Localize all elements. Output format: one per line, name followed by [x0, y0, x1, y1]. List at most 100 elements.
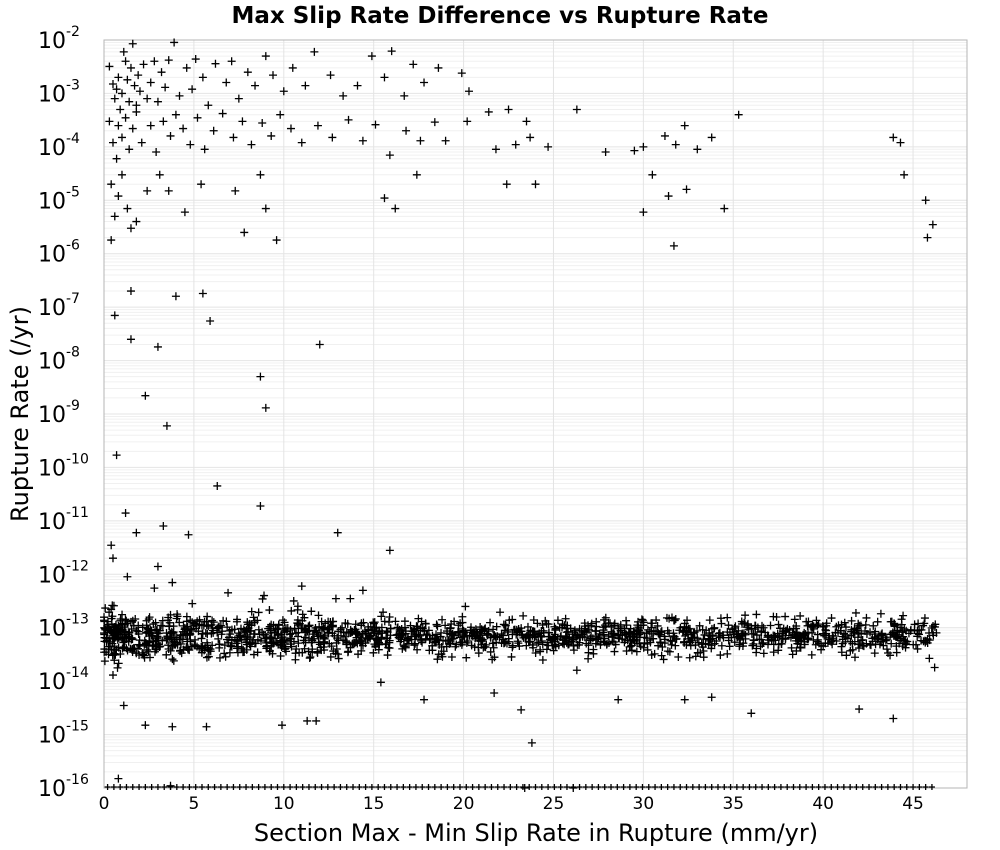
band-point	[238, 648, 247, 657]
band-point	[534, 638, 543, 647]
floor-point	[136, 784, 143, 790]
band-point	[752, 610, 761, 619]
data-point	[502, 180, 511, 189]
data-point	[153, 562, 162, 571]
band-point	[317, 625, 326, 634]
band-point	[162, 650, 171, 659]
band-point	[411, 639, 420, 648]
band-point	[796, 643, 805, 652]
band-point	[281, 644, 290, 653]
band-point	[417, 617, 426, 626]
data-point	[312, 716, 321, 725]
x-axis-label: Section Max - Min Slip Rate in Rupture (…	[254, 819, 818, 847]
band-point	[245, 640, 254, 649]
band-point	[691, 652, 700, 661]
y-tick-label: 10 -6	[38, 238, 80, 268]
band-point	[649, 627, 658, 636]
band-point	[496, 608, 505, 617]
band-point	[433, 622, 442, 631]
data-point	[234, 94, 243, 103]
floor-point	[532, 784, 539, 790]
band-point	[538, 656, 547, 665]
data-point	[114, 192, 123, 201]
band-point	[118, 610, 127, 619]
band-point	[498, 635, 507, 644]
data-point	[108, 554, 117, 563]
band-point	[536, 645, 545, 654]
band-point	[739, 639, 748, 648]
floor-point	[777, 784, 784, 790]
band-point	[477, 627, 486, 636]
band-point	[346, 628, 355, 637]
floor-point	[368, 784, 375, 790]
floor-point	[463, 784, 470, 790]
data-point	[297, 582, 306, 591]
floor-point	[419, 784, 426, 790]
data-point	[680, 121, 689, 130]
band-point	[407, 627, 416, 636]
band-point	[302, 628, 311, 637]
band-point	[359, 618, 368, 627]
band-point	[143, 646, 152, 655]
data-point	[121, 57, 130, 66]
band-point	[853, 624, 862, 633]
band-point	[341, 619, 350, 628]
data-point	[159, 117, 168, 126]
data-point	[569, 784, 578, 792]
data-point	[660, 131, 669, 140]
band-point	[116, 627, 125, 636]
band-point	[280, 636, 289, 645]
band-point	[386, 624, 395, 633]
floor-point	[545, 784, 552, 790]
x-tick-label: 20	[453, 794, 475, 814]
band-point	[731, 622, 740, 631]
floor-point	[803, 784, 810, 790]
data-point	[601, 148, 610, 157]
band-point	[225, 648, 234, 657]
data-point	[153, 342, 162, 351]
band-point	[239, 625, 248, 634]
floor-point	[922, 784, 929, 790]
floor-point	[696, 784, 703, 790]
band-point	[203, 612, 212, 621]
data-point	[164, 56, 173, 65]
y-tick-base: 10	[38, 724, 66, 749]
band-point	[724, 621, 733, 630]
band-point	[608, 637, 617, 646]
band-point	[531, 649, 540, 658]
band-point	[886, 617, 895, 626]
data-point	[197, 180, 206, 189]
band-point	[790, 615, 799, 624]
band-point	[667, 640, 676, 649]
band-point	[662, 613, 671, 622]
floor-point	[180, 784, 187, 790]
band-point	[208, 616, 217, 625]
band-point	[458, 624, 467, 633]
data-point	[143, 186, 152, 195]
band-point	[519, 611, 528, 620]
band-point	[265, 622, 274, 631]
grid-lines	[103, 39, 967, 789]
band-point	[841, 623, 850, 632]
band-point	[723, 613, 732, 622]
data-point	[240, 228, 249, 237]
band-point	[783, 624, 792, 633]
floor-point	[362, 784, 369, 790]
band-point	[792, 646, 801, 655]
data-point	[630, 146, 639, 155]
band-point	[145, 613, 154, 622]
data-point	[491, 145, 500, 154]
band-point	[748, 641, 757, 650]
data-point	[218, 109, 227, 118]
band-point	[265, 606, 274, 615]
band-point	[639, 643, 648, 652]
band-point	[643, 640, 652, 649]
band-point	[417, 636, 426, 645]
y-tick-base: 10	[38, 189, 66, 214]
band-point	[584, 654, 593, 663]
band-point	[116, 615, 125, 624]
band-point	[311, 623, 320, 632]
data-point	[511, 140, 520, 149]
band-point	[221, 652, 230, 661]
data-point	[141, 721, 150, 730]
